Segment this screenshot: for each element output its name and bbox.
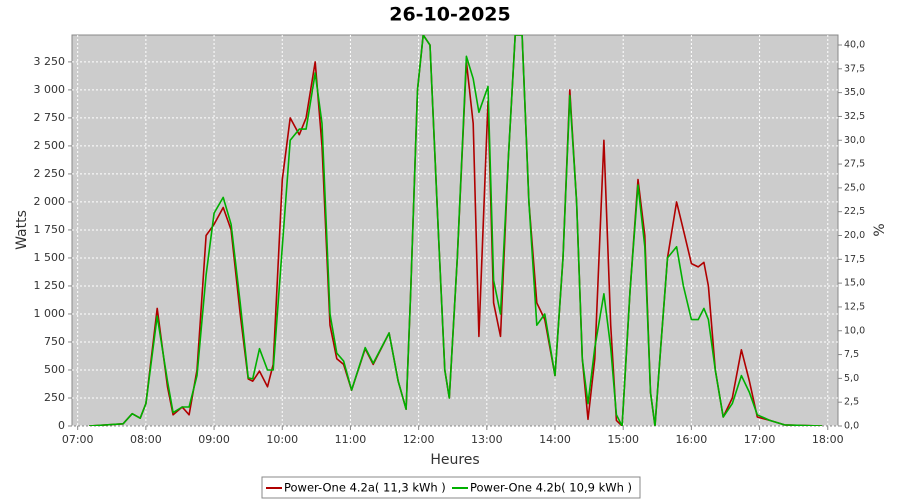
y2-tick-label: 0,0 <box>844 421 859 432</box>
y2-tick-label: 22,5 <box>844 206 865 217</box>
y2-tick-label: 10,0 <box>844 325 865 336</box>
y2-tick-label: 12,5 <box>844 301 865 312</box>
y-tick-label: 2 750 <box>34 111 66 124</box>
y2-tick-label: 27,5 <box>844 159 865 170</box>
legend <box>261 476 641 499</box>
x-tick-label: 16:00 <box>676 433 708 446</box>
y2-tick-label: 40,0 <box>844 40 865 51</box>
y-tick-label: 0 <box>58 419 65 432</box>
x-tick-label: 08:00 <box>130 433 162 446</box>
y2-tick-label: 20,0 <box>844 230 865 241</box>
legend-label: Power-One 4.2a( 11,3 kWh ) <box>284 481 446 495</box>
x-tick-label: 17:00 <box>744 433 776 446</box>
y2-tick-label: 35,0 <box>844 87 865 98</box>
y2-tick-label: 7,5 <box>844 349 859 360</box>
x-tick-label: 07:00 <box>62 433 94 446</box>
y2-tick-label: 30,0 <box>844 135 865 146</box>
series-lines <box>88 35 823 426</box>
y-tick-label: 1 750 <box>34 223 66 236</box>
x-tick-label: 13:00 <box>471 433 503 446</box>
grid <box>72 35 838 427</box>
x-tick-label: 09:00 <box>198 433 230 446</box>
x-tick-label: 15:00 <box>607 433 639 446</box>
y-tick-label: 2 500 <box>34 139 66 152</box>
axes: 0 250 500 750 1 000 1 250 1 500 1 750 2 000 2 250… <box>34 40 866 446</box>
chart-title: 26-10-2025 <box>389 4 511 26</box>
y2-axis-title: % <box>872 223 888 236</box>
y-tick-label: 1 500 <box>34 251 66 264</box>
series-line <box>88 35 823 426</box>
y-tick-label: 1 250 <box>34 279 66 292</box>
x-axis-title: Heures <box>430 452 479 468</box>
y-axis-title: Watts <box>14 210 30 250</box>
y-tick-label: 2 000 <box>34 195 66 208</box>
y-tick-label: 3 000 <box>34 83 66 96</box>
y2-tick-label: 5,0 <box>844 373 859 384</box>
y2-tick-label: 2,5 <box>844 397 859 408</box>
y-tick-label: 3 250 <box>34 55 66 68</box>
y-tick-label: 1 000 <box>34 307 66 320</box>
y-tick-label: 250 <box>44 391 65 404</box>
legend-label: Power-One 4.2b( 10,9 kWh ) <box>470 481 632 495</box>
y-tick-label: 750 <box>44 335 65 348</box>
y2-tick-label: 32,5 <box>844 111 865 122</box>
x-tick-label: 14:00 <box>539 433 571 446</box>
y2-tick-label: 15,0 <box>844 278 865 289</box>
y2-tick-label: 37,5 <box>844 63 865 74</box>
x-tick-label: 11:00 <box>335 433 367 446</box>
y-tick-label: 2 250 <box>34 167 66 180</box>
x-tick-label: 12:00 <box>403 433 435 446</box>
legend-entries: Power-One 4.2a( 11,3 kWh ) Power-One 4.2b… <box>266 481 632 495</box>
y-tick-label: 500 <box>44 363 65 376</box>
y2-tick-label: 25,0 <box>844 182 865 193</box>
x-tick-label: 18:00 <box>812 433 844 446</box>
y2-tick-label: 17,5 <box>844 254 865 265</box>
plot-area <box>71 34 839 427</box>
x-tick-label: 10:00 <box>266 433 298 446</box>
